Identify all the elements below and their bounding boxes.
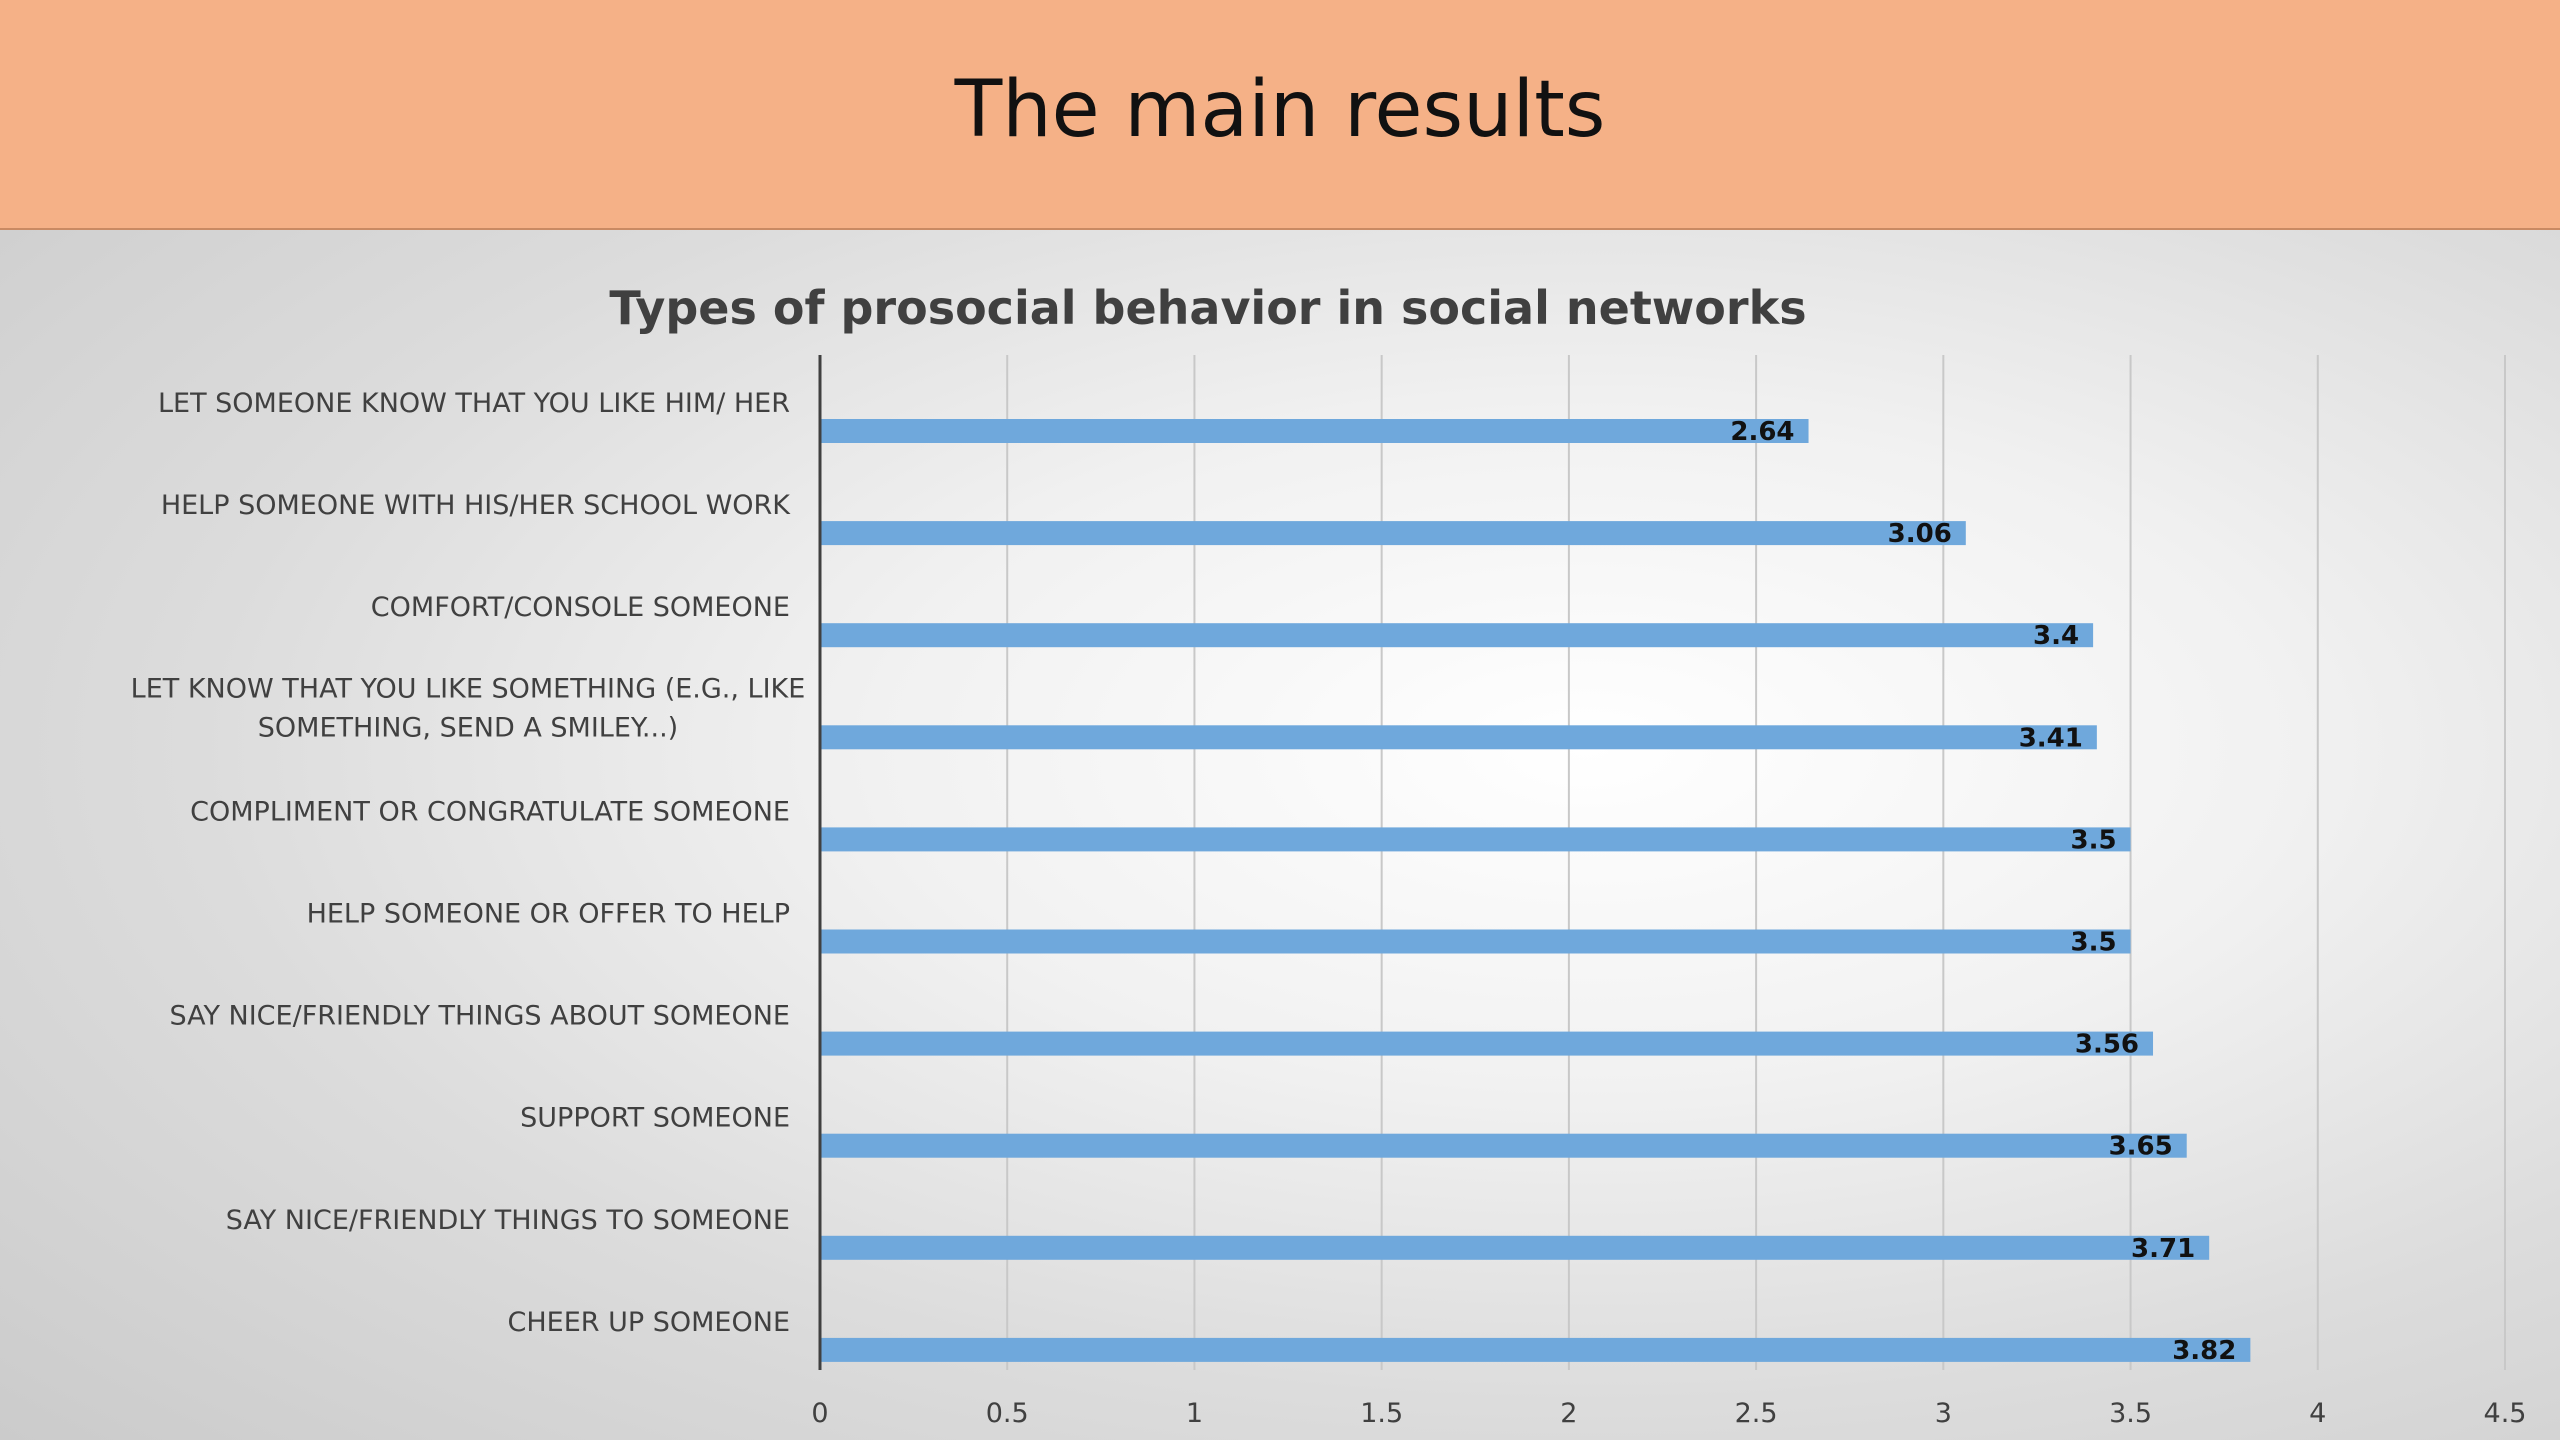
x-tick-label: 0 <box>811 1398 828 1429</box>
labels: 0 0.5 1 1.5 2 2.5 3 3.5 4 4.5 2.64 LET SOMEONE KNOW… <box>131 388 2527 1429</box>
bar <box>820 521 1966 546</box>
category-label: HELP SOMEONE WITH HIS/HER SCHOOL WORK <box>161 490 791 521</box>
data-label: 3.65 <box>2109 1132 2173 1162</box>
data-label: 3.5 <box>2070 928 2116 958</box>
x-tick-label: 2 <box>1560 1398 1577 1429</box>
data-label: 3.41 <box>2019 723 2083 753</box>
bar <box>820 929 2131 954</box>
x-tick-label: 1 <box>1186 1398 1203 1429</box>
x-tick-label: 3 <box>1935 1398 1952 1429</box>
gridlines <box>1006 355 2506 1370</box>
data-label: 3.71 <box>2131 1234 2195 1264</box>
slide-header: The main results <box>0 0 2560 230</box>
x-tick-label: 3.5 <box>2109 1398 2152 1429</box>
data-label: 3.06 <box>1888 519 1952 549</box>
category-label: HELP SOMEONE OR OFFER TO HELP <box>307 899 790 930</box>
bar <box>820 1031 2154 1056</box>
x-tick-label: 0.5 <box>986 1398 1029 1429</box>
bar <box>820 827 2131 852</box>
category-label-line: LET KNOW THAT YOU LIKE SOMETHING (E.G., … <box>131 673 806 704</box>
data-label: 2.64 <box>1730 417 1794 447</box>
x-tick-label: 4.5 <box>2484 1398 2527 1429</box>
bar <box>820 419 1809 443</box>
category-label: COMFORT/CONSOLE SOMEONE <box>371 592 790 623</box>
bar <box>820 1235 2210 1260</box>
category-label: SAY NICE/FRIENDLY THINGS TO SOMEONE <box>226 1205 790 1236</box>
x-tick-label: 2.5 <box>1735 1398 1778 1429</box>
category-label: SAY NICE/FRIENDLY THINGS ABOUT SOMEONE <box>169 1001 790 1032</box>
bar <box>820 623 2094 648</box>
bar <box>820 725 2097 750</box>
bar <box>820 1337 2251 1362</box>
slide-title: The main results <box>954 65 1606 155</box>
x-tick-label: 4 <box>2309 1398 2326 1429</box>
category-label: CHEER UP SOMEONE <box>508 1307 791 1338</box>
category-label: SUPPORT SOMEONE <box>520 1103 790 1134</box>
x-tick-label: 1.5 <box>1360 1398 1403 1429</box>
chart-title: Types of prosocial behavior in social ne… <box>609 281 1806 335</box>
bar-chart: Types of prosocial behavior in social ne… <box>131 281 2527 1429</box>
data-label: 3.4 <box>2033 621 2079 651</box>
data-label: 3.5 <box>2070 825 2116 855</box>
category-label: LET SOMEONE KNOW THAT YOU LIKE HIM/ HER <box>158 388 790 419</box>
bar <box>820 1133 2187 1158</box>
category-label: COMPLIMENT OR CONGRATULATE SOMEONE <box>190 796 790 827</box>
data-label: 3.56 <box>2075 1030 2139 1060</box>
bars <box>820 419 2251 1362</box>
category-label-line: SOMETHING, SEND A SMILEY...) <box>258 712 678 743</box>
category-label: LET KNOW THAT YOU LIKE SOMETHING (E.G., … <box>131 673 806 743</box>
data-label: 3.82 <box>2172 1336 2236 1366</box>
